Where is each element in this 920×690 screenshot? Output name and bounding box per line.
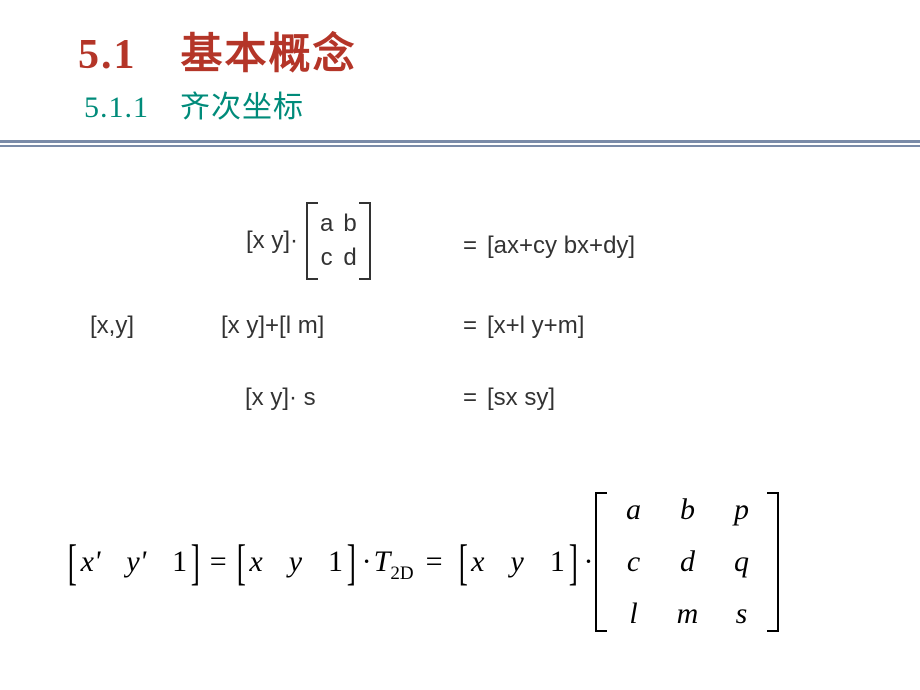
section-title: 5.1 基本概念 bbox=[78, 20, 357, 81]
m3-cell: q bbox=[723, 545, 759, 579]
m3-cell: b bbox=[669, 493, 705, 527]
eq2-lhs: [x y]+[l m] bbox=[221, 312, 324, 340]
vec-y-prime: y' bbox=[126, 545, 146, 579]
eq3-equals: = bbox=[463, 384, 477, 412]
vec-one: 1 bbox=[550, 545, 565, 579]
vec-one: 1 bbox=[328, 545, 343, 579]
matrix-cell: a bbox=[320, 210, 333, 238]
vec-y: y bbox=[289, 545, 302, 579]
eq4-equals-1: = bbox=[210, 545, 227, 579]
vec-input-1: [ x y 1 ] bbox=[233, 541, 360, 584]
m3-cell: p bbox=[723, 493, 759, 527]
m3-cell: a bbox=[615, 493, 651, 527]
equation-4: [ x' y' 1 ] = [ x y 1 ] · T2D = [ x y 1 … bbox=[64, 492, 779, 632]
m3-cell: m bbox=[669, 597, 705, 631]
eq4-dot-1: · bbox=[362, 545, 372, 579]
matrix-cell: c bbox=[320, 244, 333, 272]
label-xy: [x,y] bbox=[90, 312, 134, 340]
m3-cell: s bbox=[723, 597, 759, 631]
m3-cell: l bbox=[615, 597, 651, 631]
eq2-equals: = bbox=[463, 312, 477, 340]
eq2-rhs: [x+l y+m] bbox=[487, 312, 584, 340]
equation-1: [x y]· a b c d bbox=[246, 202, 379, 280]
horizontal-divider bbox=[0, 140, 920, 147]
bracket-left bbox=[306, 202, 318, 280]
eq1-lhs: [x y]· bbox=[246, 227, 298, 255]
vec-one: 1 bbox=[172, 545, 187, 579]
vec-y: y bbox=[511, 545, 524, 579]
vec-x-prime: x' bbox=[81, 545, 101, 579]
eq4-T: T2D bbox=[374, 545, 414, 579]
matrix-cell: b bbox=[343, 210, 356, 238]
eq3-lhs: [x y]· s bbox=[245, 384, 316, 412]
eq4-matrix-3x3: a b p c d q l m s bbox=[595, 492, 779, 632]
subsection-title: 5.1.1 齐次坐标 bbox=[84, 82, 304, 126]
vec-output: [ x' y' 1 ] bbox=[64, 541, 204, 584]
m3-cell: c bbox=[615, 545, 651, 579]
vec-input-2: [ x y 1 ] bbox=[455, 541, 582, 584]
vec-x: x bbox=[249, 545, 262, 579]
bracket-left bbox=[595, 492, 607, 632]
m3-cell: d bbox=[669, 545, 705, 579]
eq4-dot-2: · bbox=[583, 545, 593, 579]
eq1-equals: = bbox=[463, 232, 477, 260]
bracket-right bbox=[359, 202, 371, 280]
matrix-cell: d bbox=[343, 244, 356, 272]
eq1-matrix: a b c d bbox=[306, 202, 371, 280]
eq3-rhs: [sx sy] bbox=[487, 384, 555, 412]
eq4-equals-2: = bbox=[426, 545, 443, 579]
bracket-right bbox=[767, 492, 779, 632]
eq1-rhs: [ax+cy bx+dy] bbox=[487, 232, 635, 260]
vec-x: x bbox=[471, 545, 484, 579]
